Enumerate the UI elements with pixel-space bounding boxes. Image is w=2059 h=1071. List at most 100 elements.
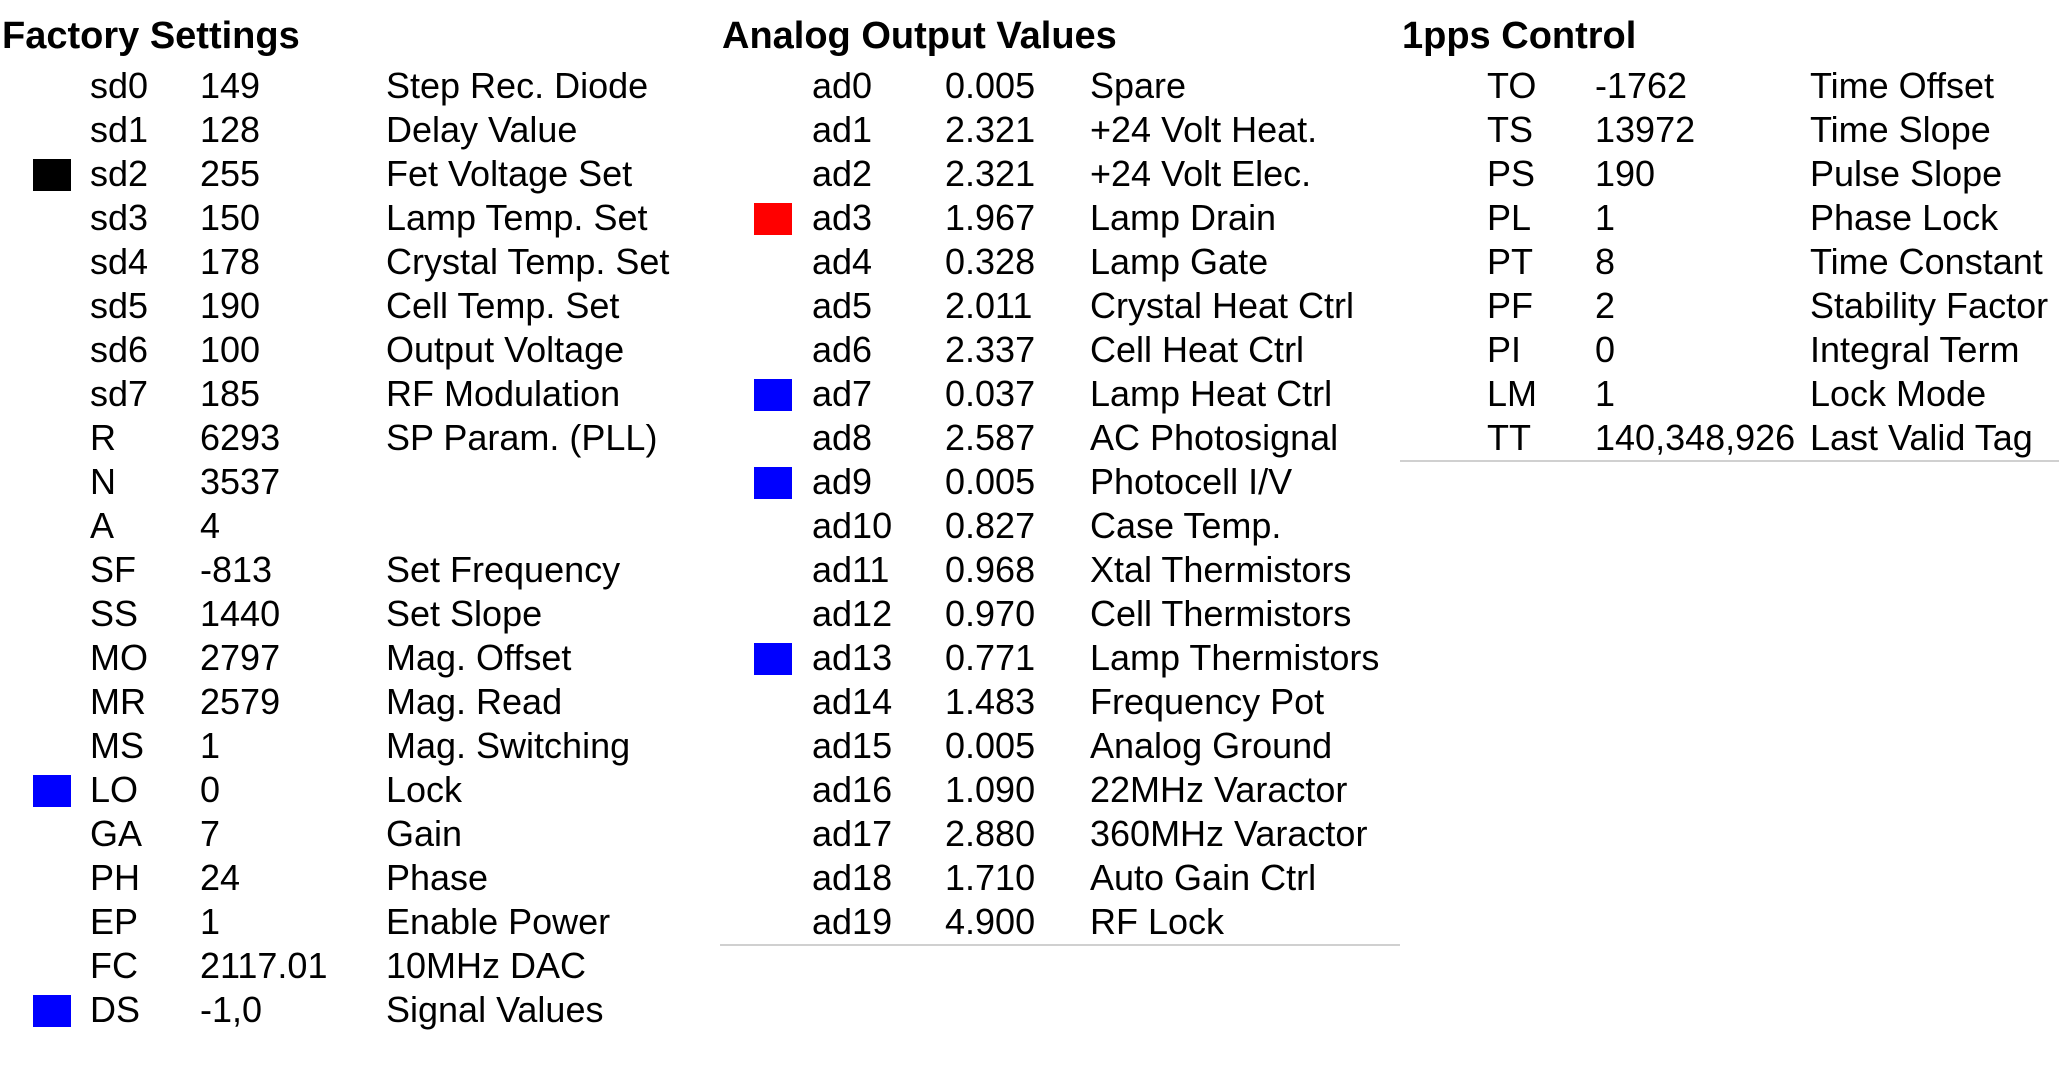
parameter-value: 128 [200,109,261,150]
parameter-value: 1.090 [945,769,1036,810]
parameter-code: PL [1487,197,1532,238]
parameter-code: TT [1487,417,1531,458]
parameter-value: 178 [200,241,261,282]
parameter-description: Crystal Heat Ctrl [1090,285,1355,326]
parameter-code: ad3 [812,197,873,238]
table-row: PI 0 Integral Term [1400,328,2059,372]
pps-control-panel: 1pps Control TO -1762 Time Offset TS 13972 Ti… [1400,0,2059,462]
parameter-description: +24 Volt Elec. [1090,153,1312,194]
table-row: GA 7 Gain [0,812,720,856]
parameter-value: 0.037 [945,373,1036,414]
parameter-code: ad10 [812,505,893,546]
analog-output-panel: Analog Output Values ad0 0.005 Spare ad1 2.3… [720,0,1400,946]
table-row: PH 24 Phase [0,856,720,900]
parameter-code: ad4 [812,241,873,282]
table-row: sd5 190 Cell Temp. Set [0,284,720,328]
table-row: ad18 1.710 Auto Gain Ctrl [720,856,1400,900]
status-indicator [33,159,71,191]
table-row: LM 1 Lock Mode [1400,372,2059,416]
parameter-value: 0 [1595,329,1616,370]
table-row: ad2 2.321 +24 Volt Elec. [720,152,1400,196]
parameter-description: Xtal Thermistors [1090,549,1352,590]
table-row: ad6 2.337 Cell Heat Ctrl [720,328,1400,372]
parameter-value: 0.005 [945,725,1036,766]
parameter-description: Frequency Pot [1090,681,1325,722]
parameter-value: 0.005 [945,65,1036,106]
factory-settings-title: Factory Settings [2,15,300,57]
table-row: sd4 178 Crystal Temp. Set [0,240,720,284]
parameter-description: Phase Lock [1810,197,1999,238]
table-row: TS 13972 Time Slope [1400,108,2059,152]
parameter-description: Mag. Switching [386,725,631,766]
table-row: ad1 2.321 +24 Volt Heat. [720,108,1400,152]
parameter-value: 1.967 [945,197,1036,238]
parameter-value: 2797 [200,637,281,678]
parameter-code: LM [1487,373,1538,414]
analog-output-list: ad0 0.005 Spare ad1 2.321 +24 Volt Heat. ad2 2.… [720,64,1400,944]
table-row: MO 2797 Mag. Offset [0,636,720,680]
parameter-code: ad7 [812,373,873,414]
table-row: ad0 0.005 Spare [720,64,1400,108]
parameter-description: AC Photosignal [1090,417,1339,458]
table-row: ad10 0.827 Case Temp. [720,504,1400,548]
parameter-code: PS [1487,153,1536,194]
parameter-description: Lamp Heat Ctrl [1090,373,1333,414]
table-row: ad7 0.037 Lamp Heat Ctrl [720,372,1400,416]
parameter-description: Set Frequency [386,549,621,590]
parameter-code: PF [1487,285,1534,326]
parameter-description: 10MHz DAC [386,945,587,986]
parameter-description: Cell Temp. Set [386,285,620,326]
parameter-code: GA [90,813,143,854]
parameter-value: 2.880 [945,813,1036,854]
parameter-code: ad13 [812,637,893,678]
table-row: PF 2 Stability Factor [1400,284,2059,328]
parameter-code: ad19 [812,901,893,942]
pps-control-title: 1pps Control [1402,15,1637,57]
parameter-code: MO [90,637,148,678]
parameter-description: Lamp Drain [1090,197,1277,238]
parameter-value: 2.011 [945,285,1033,326]
parameter-value: 185 [200,373,261,414]
parameter-description: Last Valid Tag [1810,417,2033,458]
table-row: ad5 2.011 Crystal Heat Ctrl [720,284,1400,328]
parameter-code: sd4 [90,241,149,282]
table-row: ad16 1.090 22MHz Varactor [720,768,1400,812]
table-row: ad9 0.005 Photocell I/V [720,460,1400,504]
parameter-value: 0.328 [945,241,1036,282]
parameter-value: 6293 [200,417,281,458]
table-row: TT 140,348,926 Last Valid Tag [1400,416,2059,460]
parameter-code: ad0 [812,65,873,106]
parameter-value: 0.771 [945,637,1036,678]
parameter-value: 0.005 [945,461,1036,502]
parameter-value: 1 [200,725,221,766]
table-row: PT 8 Time Constant [1400,240,2059,284]
table-row: MS 1 Mag. Switching [0,724,720,768]
table-row: ad8 2.587 AC Photosignal [720,416,1400,460]
parameter-description: SP Param. (PLL) [386,417,658,458]
table-row: PS 190 Pulse Slope [1400,152,2059,196]
parameter-description: +24 Volt Heat. [1090,109,1318,150]
table-row: ad3 1.967 Lamp Drain [720,196,1400,240]
parameter-code: ad2 [812,153,873,194]
table-row: FC 2117.01 10MHz DAC [0,944,720,988]
parameter-value: 190 [200,285,261,326]
parameter-value: 8 [1595,241,1616,282]
pps-control-list: TO -1762 Time Offset TS 13972 Time Slope PS 190… [1400,64,2059,460]
parameter-description: Lock Mode [1810,373,1987,414]
parameter-description: Cell Heat Ctrl [1090,329,1305,370]
parameter-description: Output Voltage [386,329,625,370]
parameter-value: 1440 [200,593,281,634]
parameter-description: Case Temp. [1090,505,1282,546]
parameter-description: Auto Gain Ctrl [1090,857,1317,898]
parameter-value: 149 [200,65,261,106]
table-row: ad4 0.328 Lamp Gate [720,240,1400,284]
parameter-description: Time Offset [1810,65,1995,106]
parameter-code: ad5 [812,285,873,326]
parameter-code: sd7 [90,373,149,414]
parameter-code: ad9 [812,461,873,502]
parameter-value: 3537 [200,461,281,502]
parameter-description: Step Rec. Diode [386,65,649,106]
parameter-code: ad11 [812,549,890,590]
parameter-value: 140,348,926 [1595,417,1796,458]
